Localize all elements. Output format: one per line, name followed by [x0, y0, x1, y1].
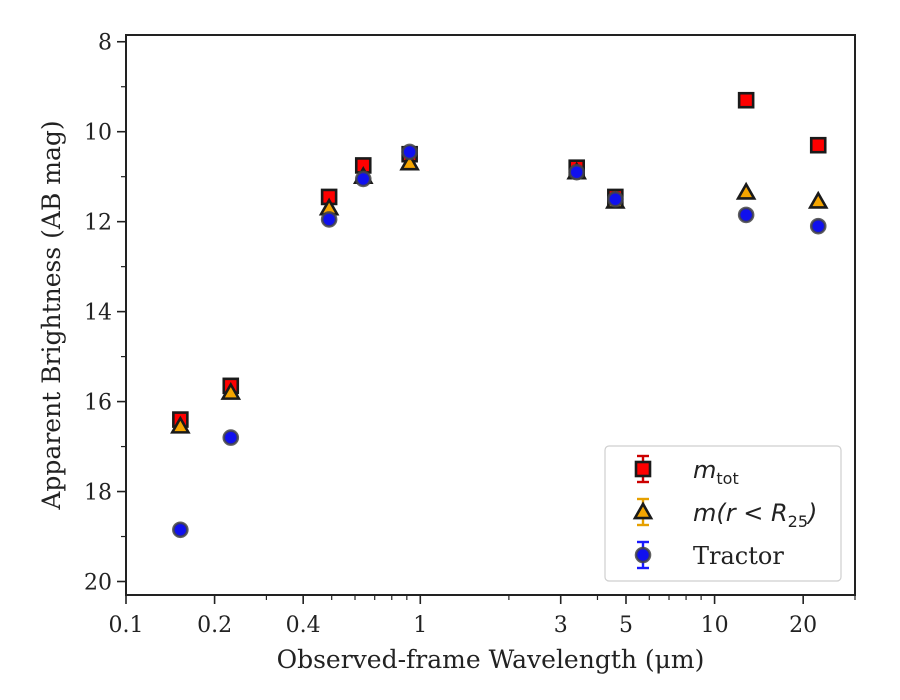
y-tick-label: 16	[84, 391, 112, 416]
legend-label: m(r < R25)	[693, 499, 817, 531]
data-point	[220, 381, 242, 400]
data-point	[607, 190, 624, 208]
data-points	[170, 91, 829, 539]
legend-box	[604, 445, 842, 582]
x-tick-label: 3	[554, 613, 568, 638]
series-square	[172, 91, 827, 428]
data-point	[807, 190, 829, 209]
x-tick-label: 0.1	[109, 613, 144, 638]
legend-marker-triangle	[632, 501, 654, 520]
legend-label-subscript: 25	[788, 512, 808, 531]
legend-marker-circle	[634, 546, 652, 564]
y-tick-label: 18	[84, 481, 112, 506]
y-axis-ticks: 8 10 12 14 16 18 20	[84, 31, 126, 596]
y-tick-label: 20	[84, 571, 112, 596]
legend-label-main: m	[693, 456, 716, 484]
legend-label-subscript: tot	[716, 469, 738, 488]
x-axis-ticks: 0.1 0.2 0.4 1 3 5 10 20	[109, 595, 856, 638]
x-tick-label: 20	[789, 613, 817, 638]
y-tick-label: 10	[84, 121, 112, 146]
plot-frame	[125, 34, 856, 596]
data-point	[170, 415, 191, 434]
legend-marker-square	[634, 460, 652, 478]
x-tick-label: 0.2	[197, 613, 232, 638]
data-point	[354, 170, 372, 188]
data-point	[399, 152, 420, 171]
x-tick-label: 10	[701, 613, 729, 638]
x-tick-label: 0.4	[286, 613, 321, 638]
legend-label: mtot	[693, 456, 739, 488]
data-point	[737, 91, 755, 109]
y-tick-label: 12	[84, 211, 112, 236]
series-triangle	[170, 152, 829, 434]
x-tick-label: 5	[619, 613, 633, 638]
data-point	[320, 211, 338, 228]
legend: mtot m(r < R25) Tractor	[604, 445, 842, 582]
data-point	[222, 429, 240, 446]
y-tick-label: 8	[98, 31, 112, 56]
y-tick-label: 14	[84, 301, 112, 326]
data-point	[401, 143, 418, 161]
data-point	[172, 521, 189, 539]
x-axis-label: Observed-frame Wavelength (μm)	[277, 645, 705, 674]
y-axis-label: Apparent Brightness (AB mag)	[37, 120, 66, 510]
legend-label-tail: )	[806, 499, 817, 527]
series-circle	[172, 143, 827, 539]
data-point	[568, 163, 586, 181]
legend-label-main: m(r < R	[693, 499, 788, 527]
data-point	[735, 181, 757, 200]
x-tick-label: 1	[413, 613, 427, 638]
data-point	[809, 217, 827, 235]
data-point	[809, 136, 827, 154]
data-point	[737, 206, 755, 224]
legend-label: Tractor	[693, 542, 784, 570]
